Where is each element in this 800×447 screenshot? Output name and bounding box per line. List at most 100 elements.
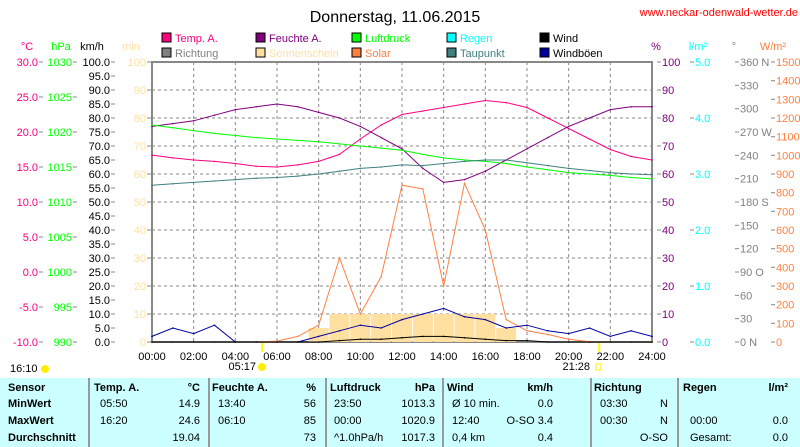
data-point [609,108,612,111]
data-point [547,333,549,336]
axis-tick-solar: 200 [776,300,794,312]
data-point [547,117,549,119]
data-point [547,136,549,139]
axis-unit-rain: l/m² [689,41,708,53]
axis-tick-sun: 50 [134,197,146,209]
axis-tick-hum: 50 [662,197,674,209]
data-point [588,341,591,343]
data-point [651,173,653,176]
axis-unit-hum: % [651,41,661,53]
axis-tick-temp: 15.0 [17,162,38,174]
sunset-icon [595,363,602,371]
data-point [463,182,466,185]
data-point [234,134,237,137]
data-point [422,188,424,190]
data-point [338,257,341,259]
wind-time: 0,4 km [452,432,486,444]
legend-swatch [446,32,457,43]
axis-tick-wind: 5.0 [95,323,110,335]
axis-tick-wind: 30.0 [89,253,110,265]
data-point [588,173,591,175]
legend-label: Wind [553,33,578,45]
data-point [213,341,216,343]
moonrise-time: 16:10 [10,363,38,375]
axis-tick-pressure: 1000 [48,267,72,279]
legend-label: Luftdruck [365,33,411,45]
sunset-time: 21:28 [562,361,590,373]
axis-tick-rain: 1.0 [695,281,710,293]
temp-time: 05:50 [100,398,128,410]
data-point [609,171,612,174]
data-point [401,318,403,321]
temp-value: 14.9 [178,398,200,410]
data-point [588,169,591,172]
axis-tick-hum: 30 [662,253,674,265]
axis-tick-dir: 270 W [740,127,772,139]
header-temp-unit: °C [187,382,200,394]
data-point [422,153,424,156]
data-point [234,178,237,181]
data-point [276,138,278,140]
axis-unit-pressure: hPa [51,41,71,53]
data-point [276,176,278,179]
axis-tick-temp: 30.0 [17,57,38,69]
data-point [234,341,237,343]
axis-tick-wind: 75.0 [89,127,110,139]
legend-swatch [446,47,457,58]
data-point [422,167,424,170]
data-point [401,337,403,339]
axis-tick-solar: 100 [776,318,794,330]
header-rain-unit: l/m² [768,382,788,394]
data-point [380,275,382,278]
axis-tick-solar: 1300 [776,94,800,106]
data-point [380,338,382,341]
x-tick-label: 20:00 [555,351,583,363]
sunshine-bar [496,328,517,342]
data-point [359,313,362,315]
data-point [380,327,382,329]
axis-tick-sun: 10 [134,309,146,321]
hum-value: 73 [303,432,316,444]
data-point [172,157,174,159]
data-point [609,174,612,177]
sunshine-bar [308,328,329,342]
axis-tick-sun: 0 [140,337,146,349]
data-point [151,335,153,338]
data-point [401,148,403,150]
data-point [630,173,632,175]
wind-value: O-SO 3.4 [506,415,553,427]
data-point [547,169,549,171]
data-point [255,341,257,343]
site-link[interactable]: www.neckar-odenwald-wetter.de [639,7,798,19]
data-point [547,341,549,343]
data-point [172,122,174,125]
axis-tick-wind: 50.0 [89,197,110,209]
rain-value: 0.0 [772,415,788,427]
rain-value: 0.0 [772,432,788,444]
data-point [192,120,195,122]
axis-tick-wind: 45.0 [89,211,110,223]
axis-tick-solar: 500 [776,244,794,256]
data-point [567,171,570,174]
data-point [255,106,257,108]
data-point [567,167,570,170]
axis-tick-solar: 1400 [776,76,800,88]
axis-tick-hum: 90 [662,85,674,97]
legend-label: Taupunkt [460,48,505,60]
axis-tick-dir: 120 [740,244,758,256]
axis-tick-pressure: 990 [54,337,72,349]
header-temp: Temp. A. [94,382,140,394]
sunshine-bar [412,314,433,342]
data-point [442,285,445,287]
data-point [297,175,299,177]
data-point [359,167,362,170]
axis-tick-temp: 25.0 [17,92,38,104]
axis-unit-sun: min [122,41,140,53]
data-point [255,177,257,179]
data-point [234,162,237,165]
axis-tick-dir: 90 O [740,267,764,279]
data-point [317,324,320,327]
legend-label: Windböen [553,48,603,60]
temp-value: 19.04 [172,432,200,444]
axis-tick-wind: 90.0 [89,85,110,97]
